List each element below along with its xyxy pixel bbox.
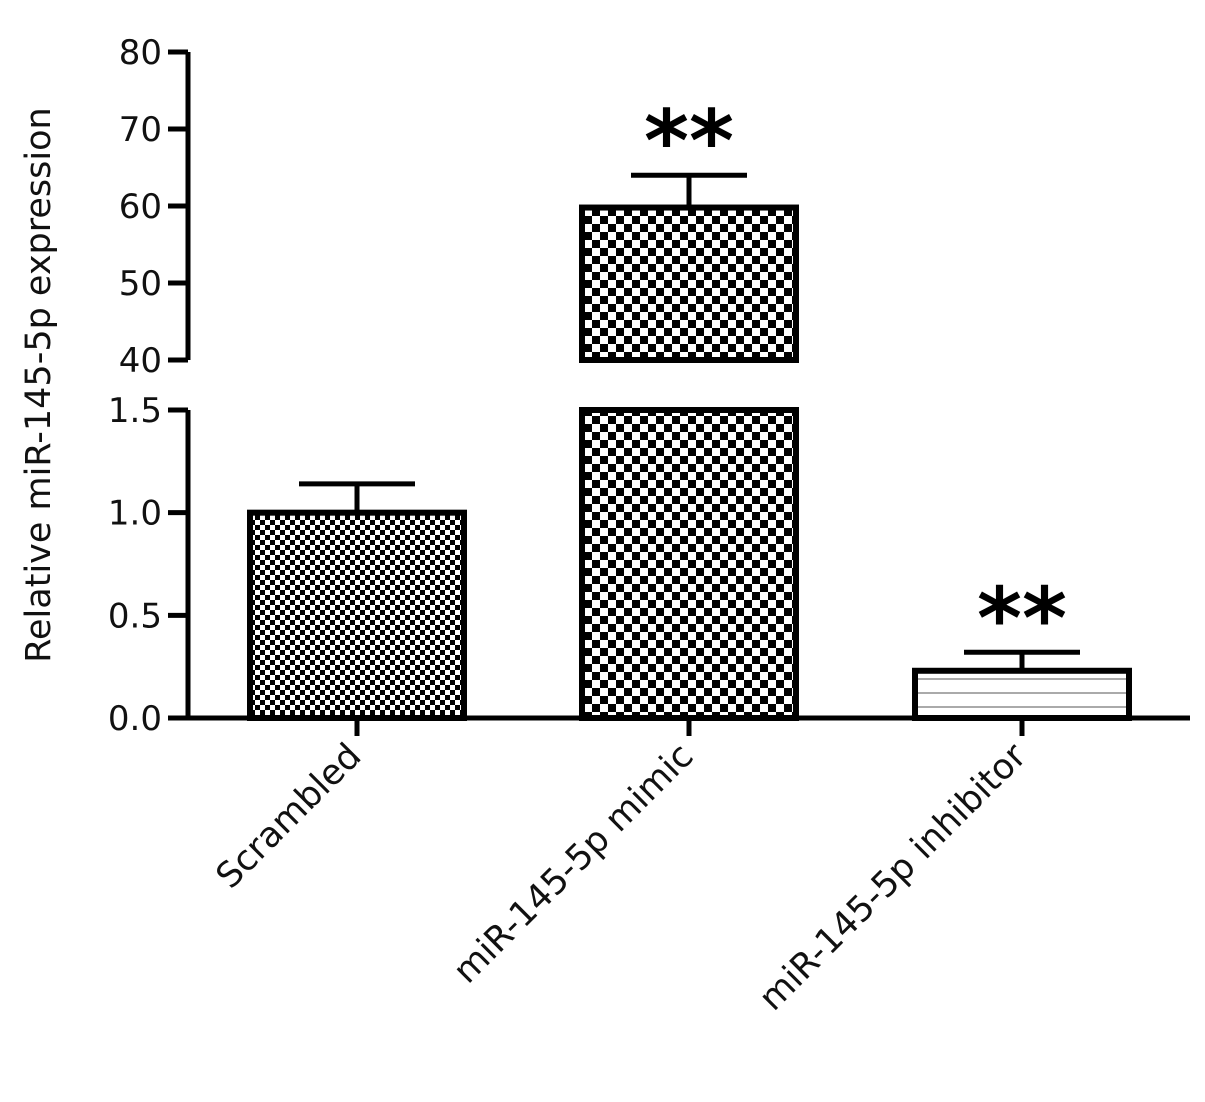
bar — [912, 667, 1132, 721]
y-lower-tick-label: 1.5 — [108, 391, 162, 431]
category-label: miR-145-5p mimic — [446, 736, 701, 991]
y-upper-tick-label: 50 — [119, 264, 162, 304]
y-lower-tick-label: 0.0 — [108, 699, 162, 739]
error-bars — [299, 172, 1080, 671]
y-lower-tick-label: 0.5 — [108, 596, 162, 636]
y-upper-tick-label: 40 — [119, 341, 162, 381]
y-upper-tick-label: 80 — [119, 33, 162, 73]
category-labels: Scrambled miR-145-5p mimic miR-145-5p inhi… — [209, 736, 1035, 1019]
bars — [247, 204, 1132, 722]
category-label: Scrambled — [209, 736, 370, 897]
significance-label: ** — [644, 92, 734, 192]
y-lower-tick-label: 1.0 — [108, 494, 162, 534]
significance-marks: ** ** — [644, 92, 1067, 669]
bar — [247, 509, 467, 722]
category-label: miR-145-5p inhibitor — [752, 736, 1035, 1019]
y-upper-tick-label: 70 — [119, 110, 162, 150]
significance-label: ** — [977, 569, 1067, 669]
y-upper-tick-label: 60 — [119, 187, 162, 227]
bar-lower-part — [579, 407, 799, 721]
y-axis-title: Relative miR-145-5p expression — [19, 107, 59, 662]
y-ticks: 0.0 0.5 1.0 1.5 40 50 60 70 80 — [108, 33, 188, 739]
bar-upper-part — [579, 204, 799, 363]
